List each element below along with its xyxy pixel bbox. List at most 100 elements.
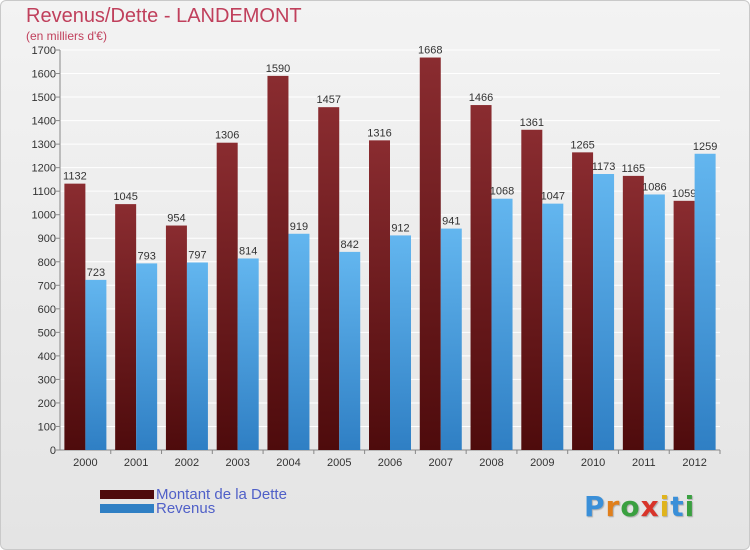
data-label-dette: 1265 <box>570 139 594 151</box>
data-label-dette: 1132 <box>63 171 87 183</box>
data-label-dette: 1165 <box>622 163 646 175</box>
x-tick-label: 2006 <box>378 457 402 469</box>
legend-item-dette: Montant de la Dette <box>100 485 287 503</box>
bar-revenus <box>643 194 665 450</box>
y-tick-label: 300 <box>38 374 56 386</box>
chart-subtitle: (en milliers d'€) <box>26 29 107 43</box>
y-tick-label: 700 <box>38 280 56 292</box>
y-tick-label: 1300 <box>32 139 56 151</box>
bars: 1132 723 1045 793 954 797 1306 814 1590 919 1457 84… <box>63 45 717 451</box>
legend-swatch-dette <box>100 489 154 499</box>
data-label-dette: 1306 <box>215 130 239 142</box>
bar-dette <box>64 183 86 450</box>
logo-letter: i <box>684 490 696 523</box>
y-tick-label: 0 <box>50 445 56 457</box>
data-label-dette: 1590 <box>266 63 290 75</box>
data-label-dette: 1316 <box>367 127 391 139</box>
bar-dette <box>318 107 340 451</box>
bar-dette <box>216 142 238 451</box>
bar-dette <box>572 152 594 450</box>
bar-dette <box>521 129 543 450</box>
data-label-revenus: 912 <box>391 222 409 234</box>
x-tick-label: 2002 <box>175 457 199 469</box>
bar-revenus <box>237 258 259 450</box>
x-tick-label: 2007 <box>429 457 453 469</box>
data-label-revenus: 797 <box>188 249 206 261</box>
logo-letter: t <box>670 490 685 523</box>
data-label-revenus: 723 <box>87 267 105 279</box>
data-label-revenus: 842 <box>341 239 359 251</box>
bar-revenus <box>542 203 564 450</box>
logo-letter: r <box>605 490 621 523</box>
bar-dette <box>419 57 441 450</box>
bar-dette <box>165 225 187 450</box>
bar-revenus <box>339 251 361 450</box>
y-tick-label: 1200 <box>32 163 56 175</box>
bar-revenus <box>593 174 615 450</box>
bar-revenus <box>440 228 462 450</box>
y-tick-label: 600 <box>38 304 56 316</box>
data-label-dette: 1045 <box>113 191 137 203</box>
x-tick-label: 2001 <box>124 457 148 469</box>
chart-title: Revenus/Dette - LANDEMONT <box>26 5 302 27</box>
legend-swatch-revenus <box>100 503 154 513</box>
x-tick-label: 2011 <box>632 457 656 469</box>
y-tick-label: 1000 <box>32 210 56 222</box>
data-label-dette: 954 <box>167 213 185 225</box>
data-label-revenus: 919 <box>290 221 308 233</box>
bar-revenus <box>694 153 716 450</box>
data-label-dette: 1668 <box>418 45 442 57</box>
bar-revenus <box>491 198 513 450</box>
legend-label-revenus: Revenus <box>156 499 216 517</box>
data-label-dette: 1059 <box>672 188 696 200</box>
y-tick-label: 1500 <box>32 92 56 104</box>
y-tick-label: 1400 <box>32 116 56 128</box>
y-tick-label: 400 <box>38 351 56 363</box>
data-label-revenus: 941 <box>442 216 460 228</box>
x-tick-label: 2000 <box>73 457 97 469</box>
y-tick-label: 500 <box>38 327 56 339</box>
logo-letter: i <box>659 490 671 523</box>
x-tick-label: 2008 <box>479 457 503 469</box>
x-tick-label: 2010 <box>581 457 605 469</box>
x-axis: 2000 2001 2002 2003 2004 2005 2006 2007 2008 2009… <box>73 450 721 469</box>
x-tick-label: 2012 <box>682 457 706 469</box>
y-tick-label: 1100 <box>32 186 56 198</box>
data-label-revenus: 1068 <box>490 186 514 198</box>
data-label-revenus: 1259 <box>693 141 717 153</box>
y-tick-label: 100 <box>38 421 56 433</box>
bar-dette <box>622 175 644 450</box>
data-label-dette: 1457 <box>316 94 340 106</box>
proxiti-logo: Proxiti <box>584 490 695 523</box>
data-label-revenus: 1173 <box>592 161 616 173</box>
y-tick-label: 200 <box>38 398 56 410</box>
legend-item-revenus: Revenus <box>100 499 216 517</box>
x-tick-label: 2009 <box>530 457 554 469</box>
bar-revenus <box>288 233 310 450</box>
data-label-revenus: 814 <box>239 245 257 257</box>
y-tick-label: 1700 <box>32 45 56 57</box>
y-tick-label: 800 <box>38 257 56 269</box>
logo-letter: x <box>640 490 660 523</box>
bar-dette <box>673 200 695 450</box>
x-tick-label: 2005 <box>327 457 351 469</box>
data-label-revenus: 1047 <box>541 191 565 203</box>
x-tick-label: 2003 <box>225 457 249 469</box>
logo-letter: P <box>584 490 606 523</box>
bar-revenus <box>186 262 208 450</box>
data-label-dette: 1361 <box>520 117 544 129</box>
bar-dette <box>115 204 137 450</box>
bar-dette <box>267 75 289 450</box>
logo-letter: o <box>620 490 641 523</box>
y-tick-label: 1600 <box>32 69 56 81</box>
data-label-revenus: 1086 <box>642 181 666 193</box>
data-label-revenus: 793 <box>137 250 155 262</box>
bar-revenus <box>136 263 158 450</box>
bar-revenus <box>85 279 107 450</box>
x-tick-label: 2004 <box>276 457 300 469</box>
bar-revenus <box>390 235 411 450</box>
legend-label-dette: Montant de la Dette <box>156 485 287 503</box>
y-tick-label: 900 <box>38 233 56 245</box>
bar-dette <box>369 140 390 450</box>
